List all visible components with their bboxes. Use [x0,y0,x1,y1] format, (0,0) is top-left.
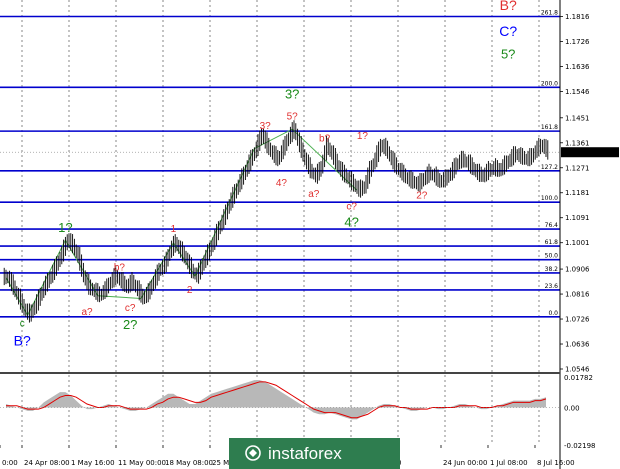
time-tick-label: 24 Jun 00:00 [443,459,487,467]
fibo-label: 161.8 [541,124,558,131]
time-tick-label: 1 Jul 08:00 [490,459,528,467]
current-price-box [561,147,619,158]
price-tick-label: 1.0546 [565,366,590,374]
price-tick-label: 1.1451 [565,114,590,122]
price-tick-label: 1.1271 [565,164,590,172]
wave-label: c? [346,202,357,213]
price-tick-label: 1.1001 [565,239,590,247]
time-tick-label: 25 M [212,459,229,467]
fibonacci-levels: 261.8 200.0 161.8 127.2 100.0 76.4 61.8 50.0 38.… [0,9,560,318]
fibo-label: 200.0 [541,80,558,87]
wave-label: 5? [501,46,515,61]
wave-label: 3? [260,121,272,132]
time-tick-label: 18 May 08:00 [165,459,213,467]
price-tick-label: 1.1181 [565,189,590,197]
oscillator-axis: 0.01782 0.00 -0.02198 [564,374,595,450]
instaforex-logo: instaforex [229,438,400,469]
wave-label: c? [125,303,136,314]
price-tick-label: 1.1091 [565,214,590,222]
price-tick-label: 1.0906 [565,266,590,274]
fibo-label: 76.4 [545,222,559,229]
price-tick-label: 1.0636 [565,341,590,349]
oscillator-tick-label: 0.00 [564,404,580,412]
logo-icon [245,445,261,461]
wave-label: C? [499,23,517,39]
wave-label: 1 [171,224,177,235]
wave-label: a? [308,189,320,200]
fibo-label: 23.6 [545,283,559,290]
fibo-label: 61.8 [545,239,559,246]
oscillator-panel [0,380,560,420]
price-series [3,120,549,323]
wave-label: b? [114,263,126,274]
grid [21,0,540,445]
price-tick-label: 1.1726 [565,38,590,46]
oscillator-tick-label: -0.02198 [564,442,595,450]
wave-label: B? [14,333,31,349]
wave-label: a? [81,307,93,318]
wave-label: 3? [285,87,299,102]
wave-label: 4? [344,214,358,229]
time-tick-label: 0:00 [2,459,18,467]
logo-text: instaforex [268,444,342,463]
wave-label: c [20,318,25,329]
wave-label: b? [319,134,331,145]
time-tick-label: 24 Apr 08:00 [24,459,70,467]
price-tick-label: 1.1546 [565,88,590,96]
wave-labels: cB?1?a?b?c?2?123?3?5?4?b?a?c?4?1?2?B?C?5… [14,0,518,349]
price-tick-label: 1.0726 [565,316,590,324]
oscillator-tick-label: 0.01782 [564,374,593,382]
wave-label: 1? [357,131,369,142]
price-axis: 1.1816 1.1726 1.1636 1.1546 1.1451 1.1361 1.12… [559,0,620,469]
wave-label: 2? [123,317,137,332]
wave-label: 1? [58,220,72,235]
fibo-label: 127.2 [541,164,558,171]
price-tick-label: 1.0816 [565,291,590,299]
time-tick-label: 11 May 00:00 [118,459,166,467]
current-price-label: 1.1327 [565,149,590,157]
time-tick-label: 1 May 16:00 [71,459,115,467]
fibo-label: 100.0 [541,195,558,202]
price-tick-label: 1.1816 [565,13,590,21]
price-tick-label: 1.1361 [565,139,590,147]
fibo-label: 38.2 [545,266,559,273]
price-axis-background [560,0,620,445]
wave-label: 4? [276,178,288,189]
fibo-label: 50.0 [545,253,559,260]
time-tick-label: 8 Jul 16:00 [537,459,575,467]
wave-label: 2 [187,285,193,296]
price-tick-label: 1.1636 [565,63,590,71]
wave-label: B? [500,0,517,13]
logo-icon-mark [249,449,257,457]
oscillator-signal-line [6,381,547,419]
time-axis: 0:00 24 Apr 08:00 1 May 16:00 11 May 00:001… [0,445,575,467]
fibo-label: 261.8 [541,9,558,16]
wave-label: 5? [287,111,299,122]
wave-label: 2? [416,191,428,202]
fibo-label: 0.0 [548,310,558,317]
